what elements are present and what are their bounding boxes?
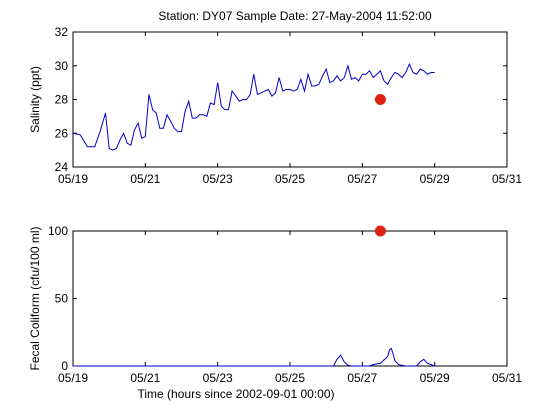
series-line-1 [73, 347, 435, 367]
y-axis-title: Salinity (ppt) [28, 66, 42, 133]
x-tick-label: 05/23 [203, 371, 233, 385]
y-tick-label: 26 [55, 126, 69, 140]
x-tick-label: 05/27 [347, 172, 377, 186]
sample-point-0 [374, 94, 386, 105]
plot-area-0 [72, 31, 508, 168]
y-axis-title: Fecal Coliform (cfu/100 ml) [28, 226, 42, 370]
x-tick-label: 05/21 [130, 172, 160, 186]
x-tick-label: 05/29 [420, 172, 450, 186]
y-tick-label: 30 [55, 59, 69, 73]
x-tick-label: 05/31 [492, 172, 522, 186]
x-tick-label: 05/25 [275, 371, 305, 385]
x-tick-label: 05/19 [58, 371, 88, 385]
x-tick-label: 05/29 [420, 371, 450, 385]
x-axis-title: Time (hours since 2002-09-01 00:00) [138, 387, 335, 401]
salinity-panel: 05/19 05/21 05/23 05/25 05/27 05/29 05/31 24 26 2… [28, 25, 522, 186]
y-tick-label: 50 [55, 292, 69, 306]
x-tick-label: 05/19 [58, 172, 88, 186]
x-tick-label: 05/25 [275, 172, 305, 186]
y-tick-label: 24 [55, 160, 69, 174]
series-line-0 [72, 62, 435, 151]
fecal-coliform-panel: 05/19 05/21 05/23 05/25 05/27 05/29 05/31 0 50 10… [28, 224, 522, 401]
x-tick-label: 05/31 [492, 371, 522, 385]
y-tick-label: 28 [55, 93, 69, 107]
y-tick-label: 0 [61, 359, 68, 373]
y-tick-label: 100 [48, 224, 68, 238]
y-tick-label: 32 [55, 25, 69, 39]
x-tick-label: 05/23 [203, 172, 233, 186]
plot-area-1 [72, 230, 508, 367]
figure-title: Station: DY07 Sample Date: 27-May-2004 1… [158, 9, 432, 23]
x-tick-label: 05/21 [130, 371, 160, 385]
sample-point-1 [374, 225, 386, 237]
x-tick-label: 05/27 [347, 371, 377, 385]
